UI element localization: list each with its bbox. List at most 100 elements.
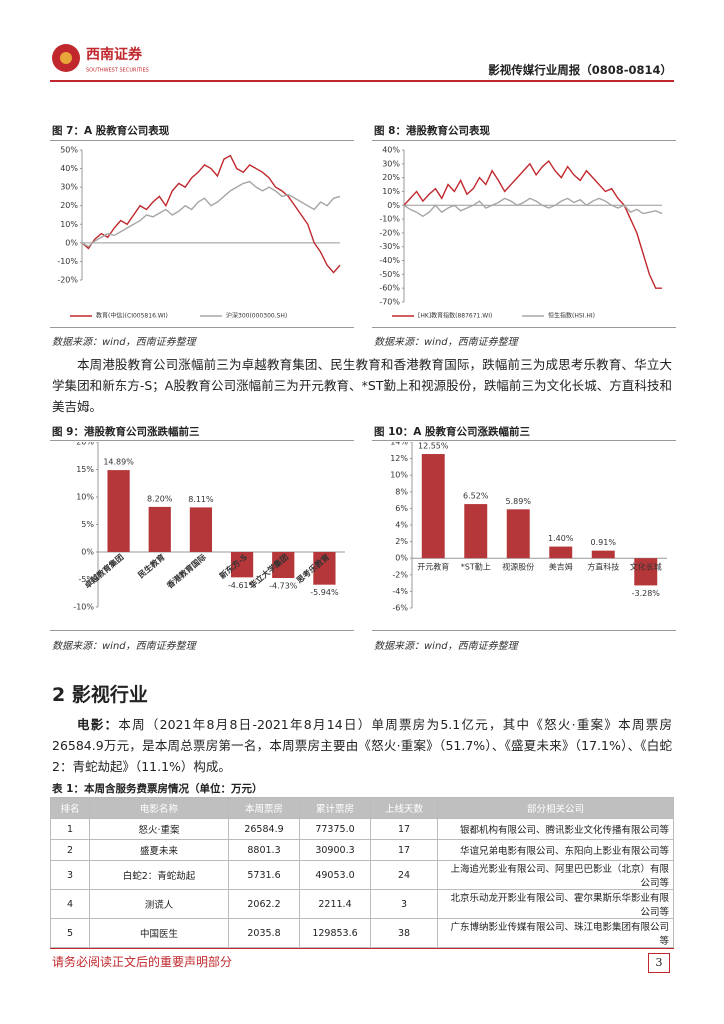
y-tick-label: -40%: [379, 256, 400, 265]
bar: [506, 509, 530, 559]
y-tick-label: 14%: [390, 442, 408, 447]
page-number: 3: [648, 953, 670, 973]
chart: 20% 15% 10% 5% 0% -5% -10% 14.89% 卓越教育集团 8.20% 民生教…: [73, 442, 345, 612]
header-cell: 上线天数: [370, 797, 438, 819]
figure-rule: [372, 440, 676, 441]
logo-text: 西南证券: [86, 46, 143, 63]
logo-mark: [60, 52, 72, 64]
value-label: -4.61%: [228, 581, 257, 590]
figure-source: 数据来源：wind，西南证券整理: [374, 337, 518, 348]
text: 本周（2021年8月8日-2021年8月14日）单周票房为5.1亿元，其中《怒火…: [52, 717, 672, 774]
y-tick-label: -30%: [379, 242, 400, 251]
y-tick-label: 10%: [390, 471, 408, 480]
header-cell: 累计票房: [299, 797, 371, 819]
x-tick-label: 美吉姆: [549, 562, 573, 572]
table-caption: 表 1：本周含服务费票房情况（单位：万元）: [52, 783, 263, 795]
y-tick-label: -10%: [57, 257, 78, 266]
value-label: 12.55%: [418, 442, 449, 451]
table-cell: 38: [370, 918, 438, 948]
table-cell: 3: [50, 860, 90, 890]
y-tick-label: 20%: [382, 173, 400, 182]
figure-rule: [372, 140, 676, 141]
legend-label: 教育(中信)(CI005816.WI): [96, 312, 168, 320]
table-cell: 17: [370, 839, 438, 861]
footer-rule: [50, 948, 674, 949]
value-label: -5.94%: [310, 588, 339, 597]
logo-sub: SOUTHWEST SECURITIES: [86, 68, 149, 74]
section-title: 影视行业: [71, 684, 148, 706]
table: 排名 电影名称 本周票房 累计票房 上线天数 部分相关公司 1 怒火·重案 26584.9 773…: [50, 797, 674, 948]
table-cell: 5: [50, 918, 90, 948]
y-tick-label: 20%: [60, 201, 78, 210]
bar: [421, 454, 445, 559]
table-cell: 华谊兄弟电影有限公司、东阳向上影业有限公司等: [437, 839, 674, 861]
legend-label: 沪深300(000300.SH): [226, 312, 287, 320]
y-tick-label: -4%: [392, 587, 408, 596]
y-tick-label: 6%: [395, 504, 408, 513]
x-tick-label: 文化长城: [630, 562, 662, 572]
table-cell: 测谎人: [89, 889, 229, 919]
y-tick-label: 12%: [390, 454, 408, 463]
table-cell: 盛夏未来: [89, 839, 229, 861]
y-tick-label: 40%: [60, 164, 78, 173]
table-cell: 中国医生: [89, 918, 229, 948]
figure-rule: [50, 630, 354, 631]
y-tick-label: -50%: [379, 270, 400, 279]
table-cell: 1: [50, 818, 90, 840]
table-header: 排名 电影名称 本周票房 累计票房 上线天数 部分相关公司: [50, 797, 674, 819]
paragraph: 电影：本周（2021年8月8日-2021年8月14日）单周票房为5.1亿元，其中…: [52, 714, 672, 777]
figure-source: 数据来源：wind，西南证券整理: [374, 641, 518, 652]
table-cell: 上海追光影业有限公司、阿里巴巴影业（北京）有限公司等: [437, 860, 674, 890]
figure-rule: [50, 140, 354, 141]
table-cell: 26584.9: [228, 818, 300, 840]
bar: [549, 546, 573, 559]
table-cell: 30900.3: [299, 839, 371, 861]
value-label: 8.20%: [147, 494, 173, 503]
line-series: [403, 159, 662, 289]
bar: [230, 552, 254, 578]
value-label: -3.28%: [632, 589, 661, 598]
y-tick-label: 8%: [395, 487, 408, 496]
legend-label: [HK]教育指数(887671.WI): [418, 312, 492, 320]
legend-label: 恒生指数(HSI.HI): [548, 312, 595, 320]
line-series: [81, 154, 341, 274]
y-tick-label: -2%: [392, 570, 408, 579]
header-cell: 电影名称: [89, 797, 229, 819]
y-tick-label: 5%: [81, 520, 94, 529]
table-cell: 银都机构有限公司、腾讯影业文化传播有限公司等: [437, 818, 674, 840]
y-tick-label: -20%: [379, 228, 400, 237]
y-tick-label: 30%: [60, 183, 78, 192]
bar: [107, 470, 130, 552]
table-row: 3 白蛇2：青蛇劫起 5731.6 49053.0 24 上海追光影业有限公司、阿里巴巴影…: [50, 860, 674, 890]
y-tick-label: -60%: [379, 284, 400, 293]
chart: 50% 40% 30% 20% 10% 0% -10% -20% 教育(中信)(CI005816…: [57, 146, 341, 320]
chart: 14% 12% 10% 8% 6% 4% 2% 0% -2% -4% -6% 12.55% 开元教育 6.…: [390, 442, 667, 613]
figure-rule: [50, 440, 354, 441]
x-tick-label: *ST勤上: [461, 562, 491, 572]
table-cell: 白蛇2：青蛇劫起: [89, 860, 229, 890]
table-cell: 77375.0: [299, 818, 371, 840]
y-tick-label: 20%: [76, 442, 94, 447]
table-cell: 2035.8: [228, 918, 300, 948]
value-label: 5.89%: [506, 497, 532, 506]
table-cell: 2: [50, 839, 90, 861]
figure-rule: [372, 630, 676, 631]
lead: 电影：: [77, 717, 119, 732]
header-rule: [50, 80, 674, 82]
line-series: [81, 180, 341, 248]
header-cell: 部分相关公司: [437, 797, 674, 819]
y-tick-label: 40%: [382, 146, 400, 155]
y-tick-label: -5%: [78, 575, 94, 584]
y-tick-label: -10%: [379, 215, 400, 224]
y-tick-label: -10%: [73, 603, 94, 612]
figure-title: 图 9：港股教育公司涨跌幅前三: [52, 426, 200, 438]
table-cell: 3: [370, 889, 438, 919]
x-tick-label: 香港教育国际: [164, 552, 208, 591]
section-heading: 2 影视行业: [52, 680, 148, 707]
table-cell: 2211.4: [299, 889, 371, 919]
figure-source: 数据来源：wind，西南证券整理: [52, 641, 196, 652]
x-tick-label: 方直科技: [587, 562, 619, 572]
value-label: 6.52%: [463, 492, 489, 501]
value-label: 8.11%: [188, 495, 214, 504]
figure-source: 数据来源：wind，西南证券整理: [52, 337, 196, 348]
